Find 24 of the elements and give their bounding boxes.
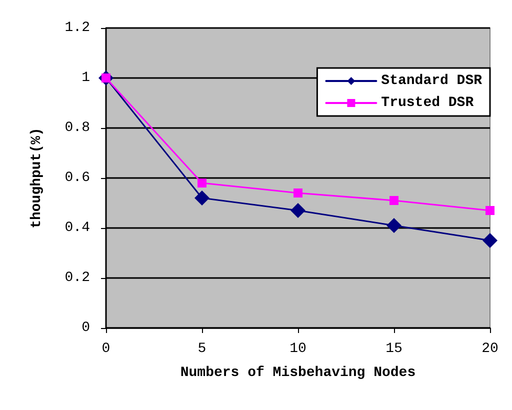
x-tick-label: 15 xyxy=(386,341,402,357)
y-tick-label: 0 xyxy=(82,320,90,336)
y-tick-label: 0.2 xyxy=(64,270,90,286)
y-tick-label: 0.4 xyxy=(64,220,90,236)
y-tick-label: 0.8 xyxy=(64,120,90,136)
y-tick-label: 1.2 xyxy=(64,20,90,36)
legend-label: Standard DSR xyxy=(381,73,483,89)
x-tick-label: 5 xyxy=(198,341,206,357)
point xyxy=(194,190,210,206)
x-tick-label: 10 xyxy=(290,341,306,357)
legend-label: Trusted DSR xyxy=(381,95,474,111)
point xyxy=(294,188,302,198)
y-tick-label: 0.6 xyxy=(64,170,90,186)
point xyxy=(482,233,498,248)
point xyxy=(390,196,398,205)
x-tick-label: 20 xyxy=(482,341,498,357)
point xyxy=(198,178,206,188)
y-axis-title: thoughput(%) xyxy=(29,128,45,228)
point xyxy=(486,206,494,215)
point xyxy=(386,218,402,233)
x-tick-label: 0 xyxy=(102,341,110,357)
y-tick-label: 1 xyxy=(82,70,90,86)
point xyxy=(290,203,306,218)
x-axis-title: Numbers of Misbehaving Nodes xyxy=(180,365,416,381)
